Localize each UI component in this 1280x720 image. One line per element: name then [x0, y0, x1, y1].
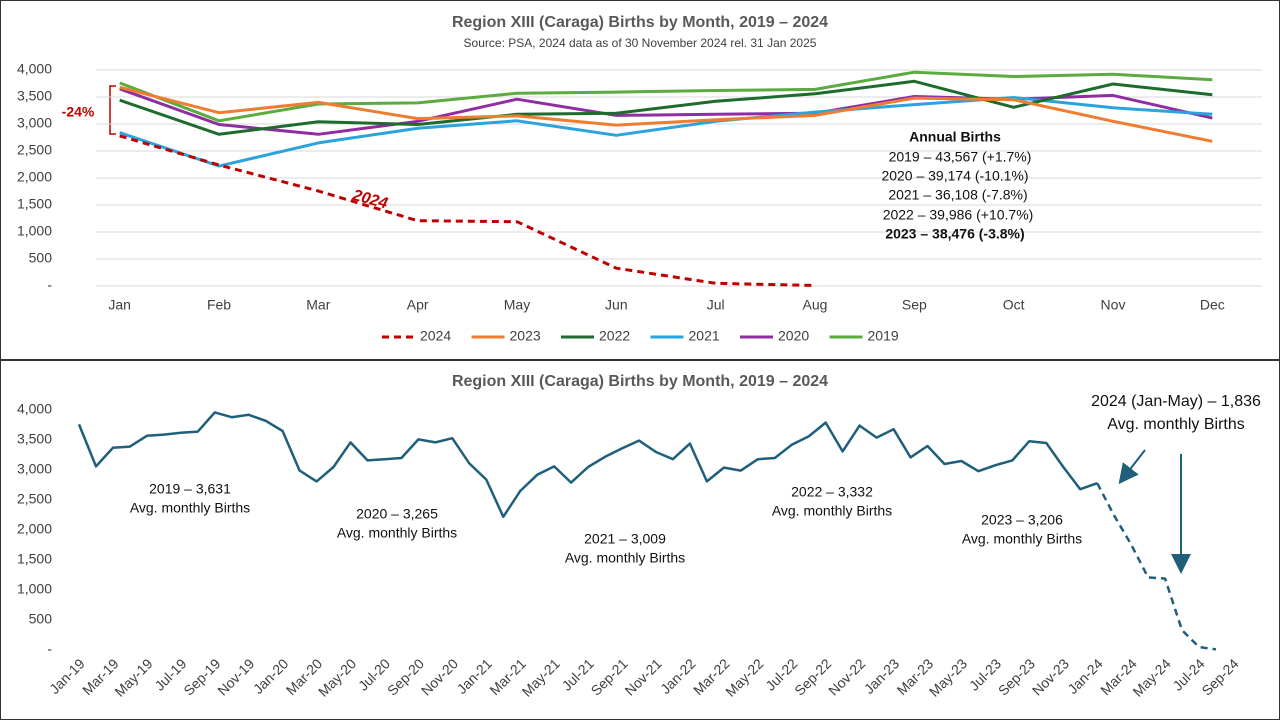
y-tick-label: 500	[29, 611, 53, 627]
y-tick-label: 1,500	[17, 196, 52, 212]
annotation: Avg. monthly Births	[565, 550, 685, 566]
y-tick-label: 2,500	[17, 491, 52, 507]
line-series	[119, 134, 816, 287]
annotation: 2023 – 38,476 (-3.8%)	[885, 226, 1024, 242]
x-tick-label: Feb	[207, 297, 231, 313]
annotation: Avg. monthly Births	[772, 503, 892, 519]
chart-top: Region XIII (Caraga) Births by Month, 20…	[17, 14, 1262, 344]
x-tick-label: Jul	[707, 297, 725, 313]
line-series	[77, 411, 1098, 519]
line-series	[119, 96, 1213, 168]
annotation: Avg. monthly Births	[130, 500, 250, 516]
y-tick-label: 4,000	[17, 401, 52, 417]
x-tick-label: Oct	[1003, 297, 1025, 313]
legend-label: 2023	[510, 328, 541, 344]
x-tick-label: Nov	[1101, 297, 1126, 313]
x-tick-label: Aug	[803, 297, 828, 313]
chart-subtitle: Source: PSA, 2024 data as of 30 November…	[464, 36, 817, 50]
y-tick-label: 3,000	[17, 461, 52, 477]
y-tick-label: 1,000	[17, 581, 52, 597]
y-tick-label: 500	[29, 250, 53, 266]
annotation: 2024 (Jan-May) – 1,836	[1091, 393, 1261, 410]
annotation: Avg. monthly Births	[1107, 416, 1245, 433]
line-series	[119, 70, 1213, 123]
arrow	[1118, 449, 1146, 485]
y-tick-label: 2,000	[17, 521, 52, 537]
annotation: 2020 – 3,265	[356, 506, 438, 522]
annotation: 2023 – 3,206	[981, 512, 1063, 528]
y-tick-label: -	[47, 641, 52, 657]
y-tick-label: 3,000	[17, 115, 52, 131]
line-series	[1096, 482, 1217, 651]
annotation: Avg. monthly Births	[337, 525, 457, 541]
annotation: -24%	[62, 104, 95, 120]
x-tick-label: Jan	[108, 297, 131, 313]
y-tick-label: 3,500	[17, 431, 52, 447]
annotation: 2019 – 3,631	[149, 481, 231, 497]
x-tick-label: Apr	[407, 297, 429, 313]
legend-label: 2019	[868, 328, 899, 344]
bracket	[109, 85, 116, 135]
annotation: 2022 – 3,332	[791, 484, 873, 500]
panel-top	[0, 0, 1280, 360]
y-tick-label: 1,000	[17, 223, 52, 239]
panel-bottom	[0, 360, 1280, 720]
chart-title: Region XIII (Caraga) Births by Month, 20…	[452, 14, 828, 31]
y-tick-label: 3,500	[17, 88, 52, 104]
annotation: 2021 – 36,108 (-7.8%)	[888, 187, 1027, 203]
x-tick-label: May	[504, 297, 530, 313]
x-tick-label: Mar	[306, 297, 330, 313]
annotation: Avg. monthly Births	[962, 531, 1082, 547]
annotation: 2019 – 43,567 (+1.7%)	[889, 149, 1032, 165]
legend-label: 2021	[689, 328, 720, 344]
legend-label: 2024	[420, 328, 451, 344]
annotation: 2022 – 39,986 (+10.7%)	[883, 207, 1034, 223]
y-tick-label: 2,000	[17, 169, 52, 185]
annotation: Annual Births	[909, 129, 1001, 145]
y-tick-label: 2,500	[17, 142, 52, 158]
y-tick-label: 1,500	[17, 551, 52, 567]
y-tick-label: -	[47, 277, 52, 293]
annotation: 2020 – 39,174 (-10.1%)	[881, 168, 1028, 184]
x-tick-label: Jun	[605, 297, 628, 313]
y-tick-label: 4,000	[17, 61, 52, 77]
line-series	[119, 85, 1213, 143]
legend-label: 2022	[599, 328, 630, 344]
chart-title: Region XIII (Caraga) Births by Month, 20…	[452, 373, 828, 390]
x-tick-label: Dec	[1200, 297, 1225, 313]
x-tick-label: Sep	[902, 297, 927, 313]
annotation: 2021 – 3,009	[584, 531, 666, 547]
legend-label: 2020	[778, 328, 809, 344]
